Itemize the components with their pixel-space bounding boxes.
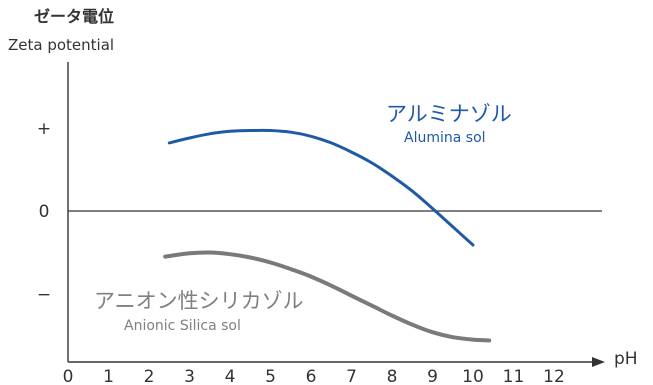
x-tick-label: 3 bbox=[184, 367, 195, 385]
x-axis-arrow bbox=[592, 357, 605, 367]
series-line-alumina bbox=[167, 128, 475, 247]
y-tick-label: − bbox=[37, 285, 51, 305]
x-tick-label: 4 bbox=[225, 367, 236, 385]
y-tick-label: + bbox=[37, 119, 51, 139]
series-label-alumina-jp: アルミナゾル bbox=[386, 102, 512, 126]
series-line-silica bbox=[163, 250, 492, 343]
x-tick-label: 7 bbox=[346, 367, 357, 385]
y-tick-label: 0 bbox=[39, 202, 50, 222]
x-tick-label: 8 bbox=[387, 367, 398, 385]
y-ticks: +0 − bbox=[37, 119, 51, 305]
x-tick-label: 2 bbox=[144, 367, 155, 385]
y-axis-title-jp: ゼータ電位 bbox=[34, 7, 114, 26]
x-tick-label: 0 bbox=[63, 367, 74, 385]
x-tick-label: 1 bbox=[103, 367, 114, 385]
series-label-silica-jp: アニオン性シリカゾル bbox=[94, 289, 304, 313]
y-axis-title-en: Zeta potential bbox=[8, 36, 114, 54]
x-tick-label: 10 bbox=[462, 367, 484, 385]
x-tick-label: 5 bbox=[265, 367, 276, 385]
series-label-alumina-en: Alumina sol bbox=[404, 130, 486, 146]
x-axis-title: pH bbox=[614, 349, 638, 369]
x-tick-label: 9 bbox=[427, 367, 438, 385]
x-ticks: 0 1 2 3 4 5 6 7 8 9 10 11 12 bbox=[63, 367, 565, 385]
series-label-silica-en: Anionic Silica sol bbox=[124, 318, 241, 334]
x-tick-label: 6 bbox=[306, 367, 317, 385]
x-tick-label: 11 bbox=[503, 367, 525, 385]
x-tick-label: 12 bbox=[543, 367, 565, 385]
